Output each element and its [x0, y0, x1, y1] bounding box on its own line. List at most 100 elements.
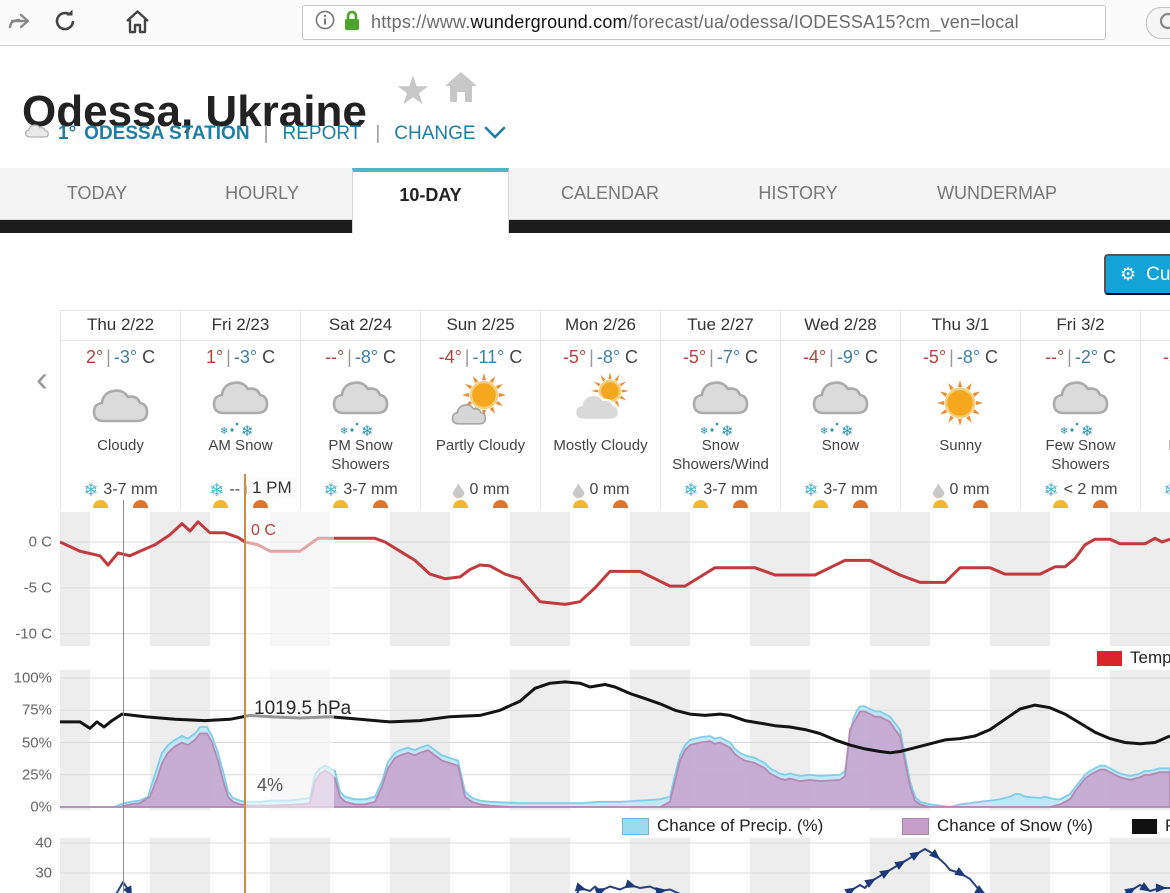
weather-icon-sunny	[901, 373, 1020, 437]
url-bar[interactable]: https://www.wunderground.com/forecast/ua…	[302, 5, 1106, 40]
set-home-icon[interactable]	[443, 70, 479, 109]
day-date: Fri 2/23	[181, 310, 300, 341]
browser-toolbar: https://www.wunderground.com/forecast/ua…	[0, 0, 1170, 46]
svg-text:❄: ❄	[220, 426, 228, 437]
change-link[interactable]: CHANGE	[394, 122, 476, 144]
sunset-icon	[253, 500, 268, 508]
day-precip: ❄3-7 mm	[83, 479, 158, 501]
page-title: Odessa, Ukraine	[22, 87, 367, 137]
search-engine-icon[interactable]	[1146, 7, 1170, 39]
station-cloud-icon	[24, 122, 50, 145]
day-condition: AM Snow	[208, 437, 273, 454]
current-time-marker	[123, 500, 124, 893]
snowflake-icon: ❄	[1163, 480, 1170, 501]
precip-legend: Chance of Precip. (%)	[622, 816, 823, 836]
weather-icon-snow: ❄❄	[1021, 373, 1140, 437]
day-temps: -4° | -11° C	[438, 347, 523, 367]
day-date: Wed 2/28	[781, 310, 900, 341]
hover-cursor-line	[244, 474, 246, 893]
cursor-time-label: 1 PM	[247, 477, 297, 499]
forecast-day-column[interactable]: Sun 2/25 -4° | -11° C Partly Cloudy 0 mm	[420, 310, 540, 510]
forecast-day-column[interactable]: Thu 2/22 2° | -3° C Cloudy ❄ 3-7 mm	[60, 310, 180, 510]
day-condition: PM Snow Showers	[1141, 437, 1170, 479]
tab-history[interactable]: HISTORY	[758, 183, 838, 203]
day-precip: ❄3-7 mm	[803, 479, 878, 501]
day-date: Sat 2/24	[301, 310, 420, 341]
day-condition: Cloudy	[97, 437, 144, 454]
cursor-precip-label: 4%	[257, 775, 284, 795]
sunrise-icon	[813, 500, 828, 508]
favorite-star-icon[interactable]: ★	[395, 69, 431, 113]
url-text: https://www.wunderground.com/forecast/ua…	[371, 12, 1019, 32]
forecast-day-column[interactable]: Wed 2/28 -4° | -9° C ❄ ❄ Snow ❄ 3-7 mm	[780, 310, 900, 510]
forecast-day-column[interactable]: Fri 3/2 --° | -2° C ❄ ❄ Few Snow Showers ❄ < 2 m…	[1020, 310, 1140, 510]
day-precip: ❄3-7 mm	[1141, 479, 1170, 501]
weather-icon-snow: ❄❄	[301, 373, 420, 437]
sunrise-icon	[693, 500, 708, 508]
cursor-temp-label: 0 C	[251, 522, 276, 539]
forecast-day-column[interactable]: Tue 2/27 -5° | -7° C ❄ ❄ Snow Showers/Wind ❄ 3-7…	[660, 310, 780, 510]
day-temps: -5°|-8° C	[1162, 347, 1170, 367]
sunset-icon	[853, 500, 868, 508]
precip-legend-swatch	[622, 817, 649, 835]
day-condition: Few Snow Showers	[1045, 437, 1116, 473]
snow-legend: Chance of Snow (%)	[902, 816, 1093, 836]
tab-hourly[interactable]: HOURLY	[225, 183, 299, 203]
dark-divider-bar	[0, 220, 1170, 233]
day-condition: Partly Cloudy	[435, 437, 526, 454]
sunrise-icon	[1053, 500, 1068, 508]
snowflake-icon: ❄	[323, 479, 339, 501]
sunset-icon	[1093, 500, 1108, 508]
site-info-icon[interactable]	[315, 10, 335, 35]
snowflake-icon: ❄	[83, 479, 99, 501]
snowflake-icon: ❄	[1043, 479, 1059, 501]
forecast-day-column[interactable]: Mon 2/26 -5° | -8° C Mostly Cloudy 0 mm	[540, 310, 660, 510]
press-chart[interactable]	[60, 670, 1170, 810]
forecast-day-column[interactable]: Sat 3/3 -5°|-8° C ❄❄PM Snow Showers❄3-7 mm	[1140, 310, 1170, 510]
droplet-icon	[572, 482, 584, 498]
gear-icon: ⚙	[1120, 264, 1137, 284]
day-date: Tue 2/27	[661, 310, 780, 341]
temp-chart[interactable]	[60, 512, 1170, 646]
chevron-down-icon[interactable]	[484, 123, 506, 145]
day-precip: ❄3-7 mm	[683, 479, 758, 501]
wind-ytick: 40	[35, 834, 52, 852]
previous-days-arrow[interactable]: ‹	[36, 358, 48, 399]
refresh-icon[interactable]	[52, 8, 78, 39]
day-temps: -5° | -7° C	[682, 347, 759, 367]
station-temp: 1°	[58, 122, 77, 144]
https-lock-icon[interactable]	[343, 10, 361, 36]
svg-text:❄: ❄	[241, 423, 254, 437]
forward-icon[interactable]	[8, 8, 34, 39]
snowflake-icon: ❄	[209, 479, 225, 501]
customize-button[interactable]: ⚙ Cu	[1104, 254, 1170, 295]
temp-legend-swatch	[1097, 650, 1122, 666]
temp-ytick: -5 C	[23, 579, 52, 597]
wind-ytick: 30	[35, 864, 52, 882]
sunrise-icon	[93, 500, 108, 508]
tab-today[interactable]: TODAY	[66, 183, 128, 203]
day-temps: 1° | -3° C	[205, 347, 276, 367]
weather-icon-snow: ❄❄	[781, 373, 900, 437]
sunrise-icon	[453, 500, 468, 508]
cursor-pressure-label: 1019.5 hPa	[254, 698, 352, 719]
sunrise-icon	[933, 500, 948, 508]
tab-calendar[interactable]: CALENDAR	[560, 183, 660, 203]
svg-text:❄: ❄	[700, 426, 708, 437]
tab-10-day[interactable]: 10-DAY	[352, 168, 509, 233]
press-ytick: 75%	[21, 701, 52, 719]
day-date: Sat 3/3	[1141, 310, 1170, 341]
forecast-day-column[interactable]: Sat 2/24 --° | -8° C ❄ ❄ PM Snow Showers ❄ 3-7 m…	[300, 310, 420, 510]
tab-wundermap[interactable]: WUNDERMAP	[937, 183, 1057, 203]
svg-text:❄: ❄	[721, 423, 734, 437]
station-name-link[interactable]: ODESSA STATION	[84, 122, 250, 144]
day-condition: Sunny	[939, 437, 982, 454]
day-precip: 0 mm	[541, 479, 660, 501]
svg-text:❄: ❄	[361, 423, 374, 437]
forecast-day-column[interactable]: Thu 3/1 -5° | -8° C Sunny 0 mm	[900, 310, 1020, 510]
wind-chart[interactable]	[60, 838, 1170, 893]
home-icon[interactable]	[124, 8, 151, 40]
tab-bar: TODAY HOURLY CALENDAR HISTORY WUNDERMAP	[0, 168, 1170, 220]
report-link[interactable]: REPORT	[282, 122, 362, 144]
press-ytick: 100%	[13, 669, 52, 687]
